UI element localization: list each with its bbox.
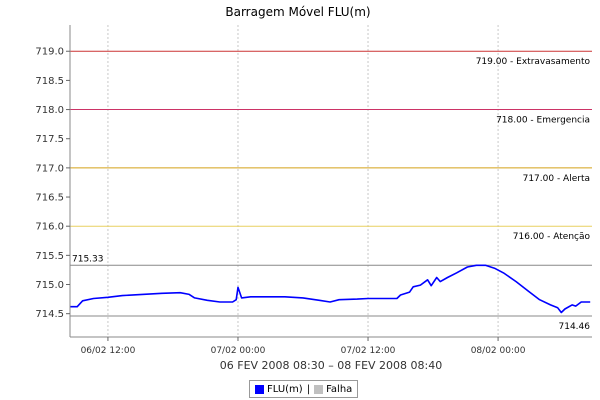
threshold-label: 719.00 - Extravasamento <box>476 57 591 67</box>
marker-label: 715.33 <box>72 254 104 264</box>
legend-swatch-falha <box>314 384 324 394</box>
y-tick-label: 718.5 <box>35 76 64 87</box>
legend: FLU(m) | Falha <box>249 380 359 398</box>
series-line-flu <box>70 264 591 314</box>
legend-item-falha: Falha <box>314 384 352 395</box>
legend-label-flu: FLU(m) <box>267 383 303 395</box>
threshold-label: 718.00 - Emergencia <box>496 116 590 126</box>
x-tick-label: 08/02 00:00 <box>471 346 526 356</box>
marker-label: 714.46 <box>559 322 591 332</box>
y-tick-label: 717.5 <box>35 134 64 145</box>
threshold-label: 716.00 - Atenção <box>513 232 591 242</box>
legend-item-flu: FLU(m) <box>255 384 303 395</box>
y-tick-label: 715.0 <box>35 280 64 291</box>
x-tick-label: 07/02 12:00 <box>341 346 396 356</box>
legend-separator: | <box>306 383 311 395</box>
y-tick-label: 718.0 <box>35 105 64 116</box>
x-tick-label: 07/02 00:00 <box>211 346 266 356</box>
y-tick-label: 719.0 <box>35 47 64 58</box>
legend-label-falha: Falha <box>326 383 353 395</box>
y-tick-label: 715.5 <box>35 251 64 262</box>
y-tick-label: 717.0 <box>35 163 64 174</box>
threshold-label: 717.00 - Alerta <box>523 174 590 184</box>
x-axis-label: 06 FEV 2008 08:30 – 08 FEV 2008 08:40 <box>220 359 442 372</box>
y-tick-label: 716.0 <box>35 222 64 233</box>
plot-area <box>70 25 592 337</box>
x-tick-label: 06/02 12:00 <box>81 346 136 356</box>
chart-title: Barragem Móvel FLU(m) <box>225 5 370 19</box>
legend-swatch-flu <box>255 384 264 394</box>
y-tick-label: 716.5 <box>35 193 64 204</box>
y-tick-label: 714.5 <box>35 309 64 320</box>
